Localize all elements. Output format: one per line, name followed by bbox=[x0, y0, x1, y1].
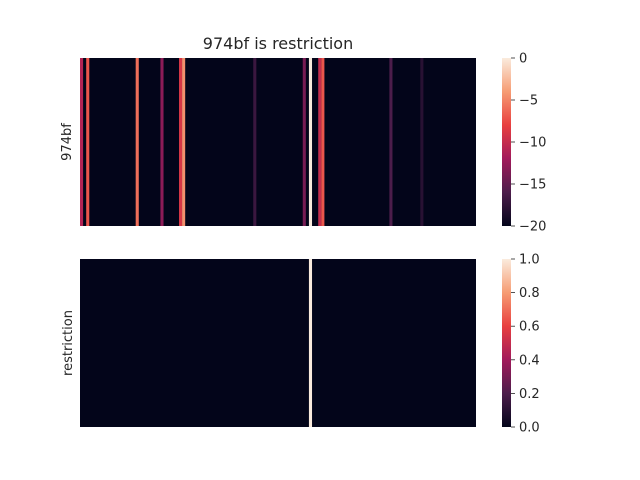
heatmap-top bbox=[80, 58, 476, 226]
heatmap-bottom-stripes bbox=[308, 259, 313, 427]
heatmap-bottom-background bbox=[80, 259, 476, 427]
colorbar-tick-label: 0 bbox=[519, 52, 527, 67]
colorbar-tick-label: 0.6 bbox=[519, 320, 540, 335]
colorbar-tick-label: −5 bbox=[519, 94, 538, 109]
colorbar-top-ticks: 0 −5 −10 −15 −20 bbox=[511, 52, 546, 235]
heatmap-cell-column bbox=[135, 58, 139, 226]
colorbar-bottom: 1.0 0.8 0.6 0.4 0.2 0.0 bbox=[502, 253, 540, 436]
colorbar-tick-label: −10 bbox=[519, 136, 546, 151]
colorbar-tick-label: 0.0 bbox=[519, 421, 540, 436]
heatmap-cell-column bbox=[321, 58, 325, 226]
heatmap-cell-column bbox=[308, 259, 313, 427]
colorbar-top: 0 −5 −10 −15 −20 bbox=[502, 52, 546, 235]
heatmap-top-stripes bbox=[80, 58, 424, 226]
colorbar-tick-label: 0.8 bbox=[519, 286, 540, 301]
colorbar-tick-label: 1.0 bbox=[519, 253, 540, 268]
colorbar-tick-label: −15 bbox=[519, 178, 546, 193]
colorbar-bottom-bar bbox=[502, 259, 511, 427]
heatmap-cell-column bbox=[182, 58, 186, 226]
colorbar-top-bar bbox=[502, 58, 511, 226]
colorbar-tick-label: −20 bbox=[519, 220, 546, 235]
heatmap-cell-column bbox=[308, 58, 313, 226]
heatmap-cell-column bbox=[80, 58, 84, 226]
heatmap-cell-column bbox=[179, 58, 183, 226]
heatmap-top-background bbox=[80, 58, 476, 226]
colorbar-tick-label: 0.4 bbox=[519, 353, 540, 368]
heatmap-bottom-ylabel: restriction bbox=[61, 310, 76, 376]
heatmap-cell-column bbox=[160, 58, 164, 226]
heatmap-cell-column bbox=[389, 58, 393, 226]
heatmap-cell-column bbox=[318, 58, 322, 226]
heatmap-cell-column bbox=[253, 58, 257, 226]
heatmap-cell-column bbox=[302, 58, 306, 226]
heatmap-bottom bbox=[80, 259, 476, 427]
chart-title: 974bf is restriction bbox=[203, 34, 353, 53]
colorbar-tick-label: 0.2 bbox=[519, 387, 540, 402]
heatmap-cell-column bbox=[420, 58, 424, 226]
heatmap-top-ylabel: 974bf bbox=[60, 123, 75, 161]
heatmap-cell-column bbox=[86, 58, 90, 226]
colorbar-bottom-ticks: 1.0 0.8 0.6 0.4 0.2 0.0 bbox=[511, 253, 540, 436]
